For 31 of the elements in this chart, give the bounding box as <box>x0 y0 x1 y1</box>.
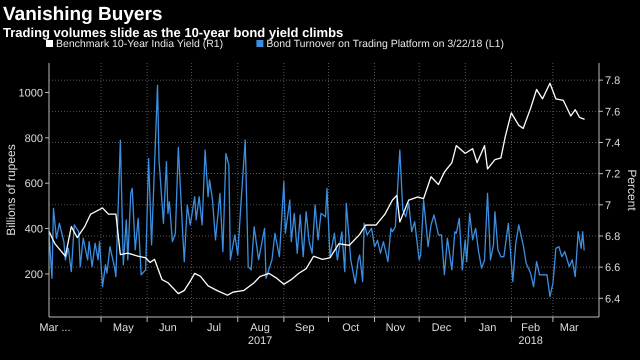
y2-tick-label: 6.8 <box>605 230 620 243</box>
y2-tick-label: 6.4 <box>605 293 620 306</box>
x-tick-label: May <box>112 322 134 334</box>
chart-title: Vanishing Buyers <box>3 4 162 25</box>
legend-label: Bond Turnover on Trading Platform on 3/22/18 (L1) <box>266 38 504 50</box>
x-tick-label: Jun <box>159 322 177 334</box>
x-tick-label: Mar <box>560 322 580 334</box>
x-tick-label: Mar ... <box>39 322 71 334</box>
x-tick-label: Jul <box>206 322 222 334</box>
chart-subtitle: Trading volumes slide as the 10-year bond yield climbs <box>3 25 344 40</box>
y-axis-title: Billions of rupees <box>4 144 18 236</box>
y-tick-label: 400 <box>24 224 43 236</box>
x-tick-label: Feb 2018 <box>518 322 543 347</box>
x-tick-label: Oct <box>342 322 360 334</box>
y-tick-label: 600 <box>24 178 43 190</box>
y-tick-label: 1000 <box>18 87 43 100</box>
legend-label: Benchmark 10-Year India Yield (R1) <box>56 38 224 50</box>
y-tick-label: 200 <box>24 268 43 281</box>
x-tick-label: Nov <box>386 322 406 334</box>
y-tick-label: 800 <box>24 132 43 145</box>
y2-tick-label: 7.6 <box>605 106 620 118</box>
y2-tick-label: 7.2 <box>605 168 620 181</box>
x-tick-label: Aug 2017 <box>248 322 272 347</box>
y2-tick-label: 7 <box>605 200 612 212</box>
x-tick-label: Jan <box>478 322 496 334</box>
x-tick-label: Sep <box>294 322 314 334</box>
x-tick-label: Dec <box>432 322 452 334</box>
y2-tick-label: 6.6 <box>605 262 620 274</box>
y2-tick-label: 7.4 <box>605 137 620 150</box>
y2-axis-title: Percent <box>625 169 639 212</box>
y2-tick-label: 7.8 <box>605 75 620 88</box>
